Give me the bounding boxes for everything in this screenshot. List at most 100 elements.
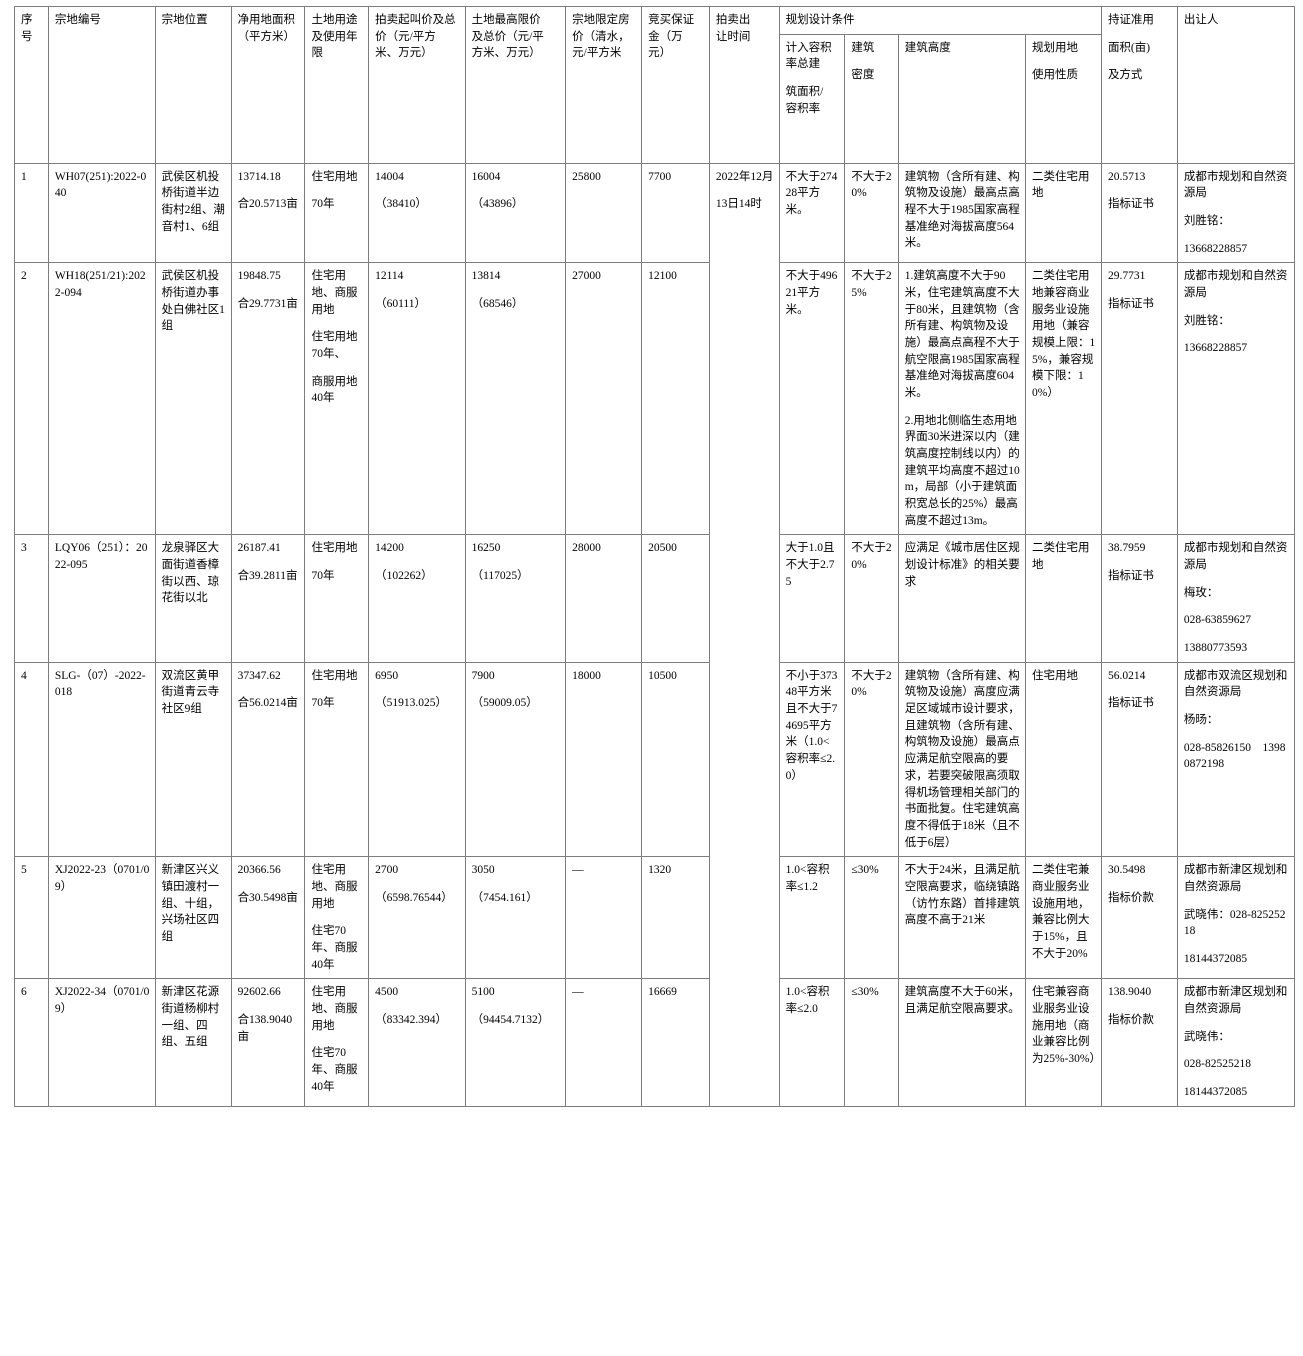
cell-line: 028-63859627 (1183, 614, 1251, 627)
cell-line: WH18(251/21):2022-094 (54, 270, 146, 300)
cell-start-price: 4500 （83342.394） (368, 978, 466, 1107)
spacer (311, 912, 363, 923)
cell-cert-area: 56.0214 指标证书 (1100, 661, 1178, 858)
cell-line: ≤30% (851, 986, 879, 999)
spacer (375, 1001, 459, 1012)
spacer (238, 185, 300, 196)
cell-line: 成都市规划和自然资源局 (1183, 270, 1288, 300)
spacer (786, 73, 840, 84)
cell-line: 成都市规划和自然资源局 (1183, 170, 1288, 200)
cell-line: 56.0214 (1107, 669, 1146, 682)
col-header-seller: 出让人 (1176, 6, 1296, 164)
cell-line: 028-85826150 13980872198 (1183, 741, 1286, 771)
cell-building-density: ≤30% (844, 978, 899, 1107)
cell-far: 1.0<容积率≤2.0 (778, 978, 846, 1107)
spacer (375, 185, 459, 196)
spacer (1184, 202, 1289, 213)
spacer (716, 185, 774, 196)
header-text: 让时间 (715, 30, 751, 43)
cell-line: 新津区花源街道杨柳村一组、四组、五组 (161, 986, 220, 1049)
cell-line: 70年 (311, 198, 335, 211)
spacer (1108, 1001, 1172, 1012)
cell-cert-area: 30.5498 指标价款 (1100, 856, 1178, 980)
cell-line: 合138.9040亩 (237, 1013, 293, 1043)
header-text: 元） (648, 47, 672, 60)
cell-building-density: 不大于20% (844, 162, 899, 264)
cell-line: 指标证书 (1107, 697, 1154, 710)
col-header-code: 宗地编号 (47, 6, 156, 164)
cell-planning-nature: 二类住宅兼商业服务业设施用地，兼容比例大于15%，且不大于20% (1024, 856, 1102, 980)
cell-line: 16250 (471, 542, 501, 555)
cell-start-price: 2700 （6598.76544） (368, 856, 466, 980)
cell-net-area: 26187.41 合39.2811亩 (230, 534, 306, 663)
cell-cert-area: 138.9040 指标价款 (1100, 978, 1178, 1107)
cell-line: 70年 (311, 697, 335, 710)
cell-line: 新津区兴义镇田渡村一组、十组，兴场社区四组 (161, 864, 220, 943)
cell-paragraph: 不大于24米，且满足航空限高要求，临绕镇路（访竹东路）首排建筑高度不高于21米 (904, 864, 1020, 927)
cell-building-density: ≤30% (844, 856, 899, 980)
spacer (1108, 56, 1172, 67)
header-text: 及总价（元/平 (471, 30, 544, 43)
cell-line: 3 (21, 542, 27, 555)
spacer (1108, 29, 1172, 40)
cell-line: （60111） (375, 298, 426, 311)
cell-line: 住宅用地 (1031, 669, 1078, 682)
header-text: 拍卖起叫价及总 (375, 14, 456, 26)
cell-seller: 成都市双流区规划和自然资源局 杨旸： 028-85826150 1398087219… (1176, 661, 1296, 858)
cell-line: 指标证书 (1107, 298, 1154, 311)
header-text: 持证准用 (1107, 14, 1154, 26)
cell-net-area: 92602.66 合138.9040亩 (230, 978, 306, 1107)
cell-building-density: 不大于20% (844, 534, 899, 663)
cell-net-area: 20366.56 合30.5498亩 (230, 856, 306, 980)
cell-line: 20.5713 (1107, 170, 1146, 183)
cell-far: 大于1.0且不大于2.75 (778, 534, 846, 663)
table-row: 5 XJ2022-23（0701/09） 新津区兴义镇田渡村一组、十组，兴场社区四组… (14, 856, 1296, 980)
cell-line: 龙泉驿区大面街道香樟街以西、琼花街以北 (161, 542, 220, 605)
col-header-seq: 序号 (14, 6, 49, 164)
table-row: 6 XJ2022-34（0701/09） 新津区花源街道杨柳村一组、四组、五组 926… (14, 978, 1296, 1107)
table-header: 序号 宗地编号 宗地位置 净用地面积 （平方米） 土地用途 及使用年 限 拍卖起… (14, 6, 1296, 164)
cell-land-use: 住宅用地 70年 (304, 162, 370, 264)
spacer (1184, 601, 1289, 612)
cell-line: 指标价款 (1107, 891, 1154, 904)
spacer (238, 1001, 300, 1012)
cell-line: 1 (21, 170, 27, 183)
cell-line: 指标证书 (1107, 570, 1154, 583)
header-text: 米、万元） (375, 47, 433, 60)
header-text: 元/平方米 (572, 47, 622, 60)
header-text: 价（清水， (572, 30, 630, 43)
spacer (1184, 940, 1289, 951)
col-header-use: 土地用途 及使用年 限 (304, 6, 370, 164)
cell-line: 70年 (311, 570, 335, 583)
header-text: 拍卖出 (715, 14, 751, 26)
cell-max-price: 16250 （117025） (464, 534, 567, 663)
header-text: 方米、万元） (471, 47, 541, 60)
cell-land-use: 住宅用地 70年 (304, 661, 370, 858)
cell-line: 14200 (375, 542, 404, 555)
spacer (1184, 230, 1289, 241)
cell-line: 25800 (572, 170, 601, 183)
cell-line: 1.0<容积率≤1.2 (785, 864, 830, 893)
cell-line: 29.7731 (1107, 270, 1146, 283)
spacer (311, 684, 363, 695)
cell-max-price: 5100 （94454.7132） (464, 978, 567, 1107)
header-text: 建筑高度 (904, 41, 951, 54)
col-header-limit-price: 宗地限定房 价（清水， 元/平方米 (565, 6, 643, 164)
cell-line: 合39.2811亩 (237, 570, 298, 583)
header-text: 宗地限定房 (572, 14, 630, 26)
cell-building-height: 建筑物（含所有建、构筑物及设施）最高点高程不大于1985国家高程基准绝对海拔高度… (897, 162, 1026, 264)
cell-cert-area: 20.5713 指标证书 (1100, 162, 1178, 264)
cell-start-price: 14200 （102262） (368, 534, 466, 663)
col-header-far: 计入容积 率总建 筑面积/ 容积率 (778, 33, 846, 164)
cell-line: （6598.76544） (375, 891, 453, 904)
cell-line: 指标价款 (1107, 1013, 1154, 1026)
header-text: 金（万 (648, 30, 683, 43)
cell-line: 5100 (471, 986, 495, 999)
spacer (472, 1001, 561, 1012)
cell-line: （68546） (471, 298, 524, 311)
spacer (1184, 574, 1289, 585)
cell-building-density: 不大于25% (844, 262, 899, 536)
cell-paragraph: 建筑高度不大于60米，且满足航空限高要求。 (904, 986, 1020, 1015)
cell-net-area: 37347.62 合56.0214亩 (230, 661, 306, 858)
